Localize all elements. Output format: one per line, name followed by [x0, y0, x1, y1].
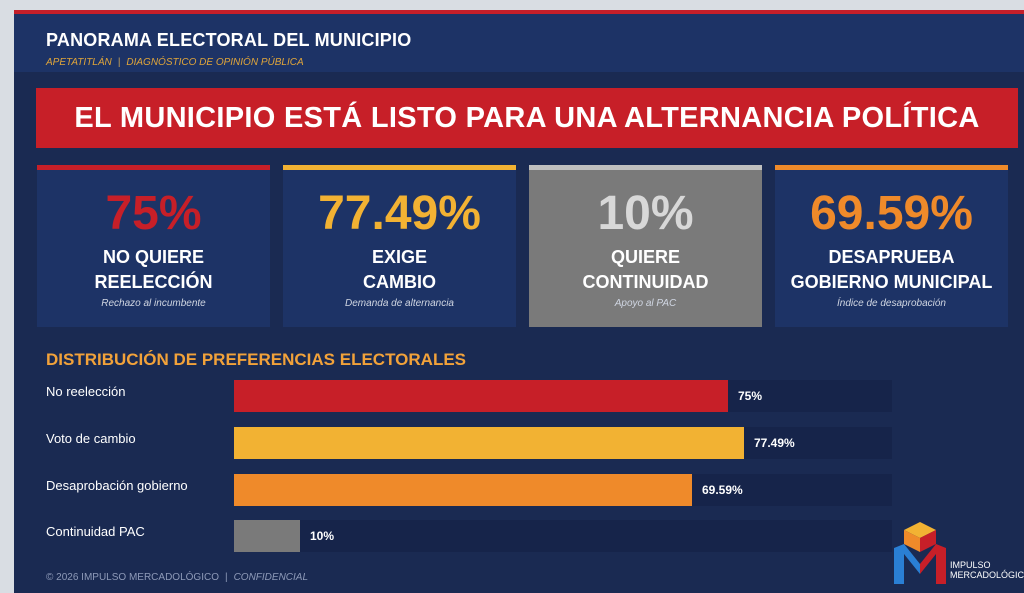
header-title: PANORAMA ELECTORAL DEL MUNICIPIO — [46, 30, 412, 50]
card-label: DESAPRUEBA GOBIERNO MUNICIPAL — [775, 245, 1008, 295]
bar-track — [234, 474, 892, 506]
card-caption: Índice de desaprobación — [837, 298, 946, 309]
card-label: QUIERE CONTINUIDAD — [529, 245, 762, 295]
card-accent-bar — [37, 165, 270, 170]
bar — [234, 474, 692, 506]
bar — [234, 380, 728, 412]
bar — [234, 520, 300, 552]
stat-card-exige-cambio: 77.49% EXIGE CAMBIO Demanda de alternanci… — [283, 165, 516, 327]
header-subtitle: APETATITLÁN | DIAGNÓSTICO DE OPINIÓN PÚBLI… — [46, 57, 304, 68]
card-percentage: 69.59% — [810, 187, 973, 240]
bar-value-label: 75% — [738, 389, 763, 403]
card-label-line1: NO QUIERE — [102, 247, 204, 267]
card-label-line1: DESAPRUEBA — [828, 247, 955, 267]
card-accent-bar — [775, 165, 1008, 170]
header-description: DIAGNÓSTICO DE OPINIÓN PÚBLICA — [126, 57, 304, 68]
card-label: NO QUIERE REELECCIÓN — [37, 245, 270, 295]
card-percentage: 75% — [105, 187, 202, 240]
card-label-line2: REELECCIÓN — [94, 272, 213, 292]
header-separator: | — [117, 57, 121, 68]
headline-banner: EL MUNICIPIO ESTÁ LISTO PARA UNA ALTERNA… — [36, 88, 1018, 148]
card-caption: Rechazo al incumbente — [101, 298, 206, 309]
card-label-line1: EXIGE — [371, 247, 428, 267]
card-accent-bar — [283, 165, 516, 170]
card-label-line2: CONTINUIDAD — [582, 272, 709, 292]
card-label-line2: GOBIERNO MUNICIPAL — [790, 272, 993, 292]
logo-line2: MERCADOLÓGICO — [950, 570, 1024, 580]
bar — [234, 427, 744, 459]
logo-wordmark: IMPULSO MERCADOLÓGICO — [950, 560, 1024, 580]
card-caption: Demanda de alternancia — [345, 298, 454, 309]
stat-card-desaprobacion: 69.59% DESAPRUEBA GOBIERNO MUNICIPAL Índi… — [775, 165, 1008, 327]
logo-line1: IMPULSO — [950, 560, 991, 570]
footer-copyright: © 2026 IMPULSO MERCADOLÓGICO — [46, 572, 219, 583]
footer: © 2026 IMPULSO MERCADOLÓGICO | CONFIDENCIA… — [46, 572, 308, 583]
footer-separator: | — [224, 572, 228, 583]
top-accent-line — [14, 10, 1024, 14]
bar-category-label: No reelección — [46, 384, 126, 399]
chart-title: DISTRIBUCIÓN DE PREFERENCIAS ELECTORALES — [46, 350, 467, 369]
bar-value-label: 69.59% — [702, 483, 743, 497]
bar-track — [234, 520, 892, 552]
bar-track — [234, 427, 892, 459]
card-label-line1: QUIERE — [610, 247, 680, 267]
bar-category-label: Desaprobación gobierno — [46, 478, 188, 493]
stat-card-continuidad: 10% QUIERE CONTINUIDAD Apoyo al PAC — [529, 165, 762, 327]
card-percentage: 77.49% — [318, 187, 481, 240]
impulso-logo-icon — [894, 522, 946, 584]
card-caption: Apoyo al PAC — [614, 298, 677, 309]
headline-text: EL MUNICIPIO ESTÁ LISTO PARA UNA ALTERNA… — [74, 101, 980, 134]
header: PANORAMA ELECTORAL DEL MUNICIPIO APETATI… — [14, 14, 1024, 72]
bar-value-label: 10% — [310, 529, 335, 543]
card-label: EXIGE CAMBIO — [283, 245, 516, 295]
bar-value-label: 77.49% — [754, 436, 795, 450]
header-location: APETATITLÁN — [46, 57, 112, 68]
bar-track — [234, 380, 892, 412]
stat-card-no-reeleccion: 75% NO QUIERE REELECCIÓN Rechazo al incum… — [37, 165, 270, 327]
footer-confidential: CONFIDENCIAL — [233, 572, 309, 583]
card-percentage: 10% — [597, 187, 694, 240]
card-accent-bar — [529, 165, 762, 170]
bar-category-label: Voto de cambio — [46, 431, 136, 446]
card-label-line2: CAMBIO — [363, 272, 436, 292]
bar-category-label: Continuidad PAC — [46, 524, 145, 539]
